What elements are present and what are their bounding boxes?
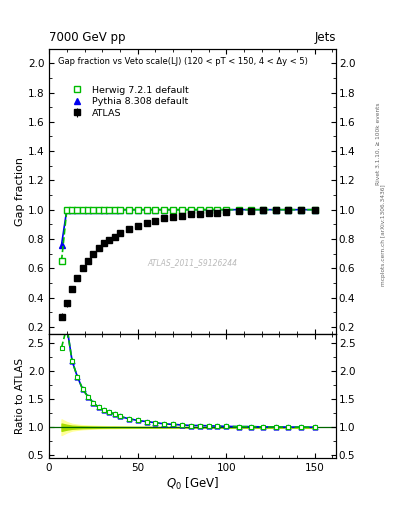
Pythia 8.308 default <box>171 207 175 213</box>
Pythia 8.308 default <box>224 207 229 213</box>
Text: Rivet 3.1.10, ≥ 100k events: Rivet 3.1.10, ≥ 100k events <box>376 102 380 185</box>
Line: Pythia 8.308 default: Pythia 8.308 default <box>59 207 318 248</box>
Pythia 8.308 default <box>274 207 278 213</box>
Text: ATLAS_2011_S9126244: ATLAS_2011_S9126244 <box>147 258 238 267</box>
Pythia 8.308 default <box>249 207 253 213</box>
Herwig 7.2.1 default <box>206 207 211 213</box>
Herwig 7.2.1 default <box>144 207 149 213</box>
Pythia 8.308 default <box>236 207 241 213</box>
Herwig 7.2.1 default <box>180 207 184 213</box>
Pythia 8.308 default <box>102 207 107 213</box>
Text: mcplots.cern.ch [arXiv:1306.3436]: mcplots.cern.ch [arXiv:1306.3436] <box>381 185 386 286</box>
Pythia 8.308 default <box>197 207 202 213</box>
Herwig 7.2.1 default <box>153 207 158 213</box>
Pythia 8.308 default <box>215 207 220 213</box>
Pythia 8.308 default <box>75 207 80 213</box>
Herwig 7.2.1 default <box>75 207 80 213</box>
Pythia 8.308 default <box>188 207 193 213</box>
Pythia 8.308 default <box>118 207 122 213</box>
Herwig 7.2.1 default <box>102 207 107 213</box>
Pythia 8.308 default <box>135 207 140 213</box>
Pythia 8.308 default <box>180 207 184 213</box>
Herwig 7.2.1 default <box>127 207 131 213</box>
Herwig 7.2.1 default <box>135 207 140 213</box>
Herwig 7.2.1 default <box>162 207 167 213</box>
Y-axis label: Ratio to ATLAS: Ratio to ATLAS <box>15 358 25 434</box>
Herwig 7.2.1 default <box>224 207 229 213</box>
Herwig 7.2.1 default <box>171 207 175 213</box>
Herwig 7.2.1 default <box>70 207 75 213</box>
Pythia 8.308 default <box>312 207 317 213</box>
Pythia 8.308 default <box>112 207 117 213</box>
Herwig 7.2.1 default <box>261 207 266 213</box>
Pythia 8.308 default <box>86 207 90 213</box>
Herwig 7.2.1 default <box>81 207 85 213</box>
Herwig 7.2.1 default <box>107 207 112 213</box>
Herwig 7.2.1 default <box>86 207 90 213</box>
Pythia 8.308 default <box>144 207 149 213</box>
Herwig 7.2.1 default <box>91 207 96 213</box>
Herwig 7.2.1 default <box>312 207 317 213</box>
Pythia 8.308 default <box>91 207 96 213</box>
Pythia 8.308 default <box>107 207 112 213</box>
Pythia 8.308 default <box>162 207 167 213</box>
Y-axis label: Gap fraction: Gap fraction <box>15 157 25 226</box>
Herwig 7.2.1 default <box>96 207 101 213</box>
Herwig 7.2.1 default <box>249 207 253 213</box>
Line: Herwig 7.2.1 default: Herwig 7.2.1 default <box>59 207 318 264</box>
Herwig 7.2.1 default <box>298 207 303 213</box>
Herwig 7.2.1 default <box>112 207 117 213</box>
Pythia 8.308 default <box>153 207 158 213</box>
Herwig 7.2.1 default <box>188 207 193 213</box>
Pythia 8.308 default <box>206 207 211 213</box>
Herwig 7.2.1 default <box>197 207 202 213</box>
Herwig 7.2.1 default <box>236 207 241 213</box>
Pythia 8.308 default <box>64 207 69 213</box>
Herwig 7.2.1 default <box>64 207 69 213</box>
Pythia 8.308 default <box>127 207 131 213</box>
X-axis label: $Q_0$ [GeV]: $Q_0$ [GeV] <box>166 476 219 492</box>
Text: Gap fraction vs Veto scale(LJ) (120 < pT < 150, 4 < Δy < 5): Gap fraction vs Veto scale(LJ) (120 < pT… <box>58 57 308 66</box>
Text: Jets: Jets <box>314 31 336 44</box>
Pythia 8.308 default <box>286 207 290 213</box>
Pythia 8.308 default <box>70 207 75 213</box>
Herwig 7.2.1 default <box>118 207 122 213</box>
Pythia 8.308 default <box>298 207 303 213</box>
Text: 7000 GeV pp: 7000 GeV pp <box>49 31 126 44</box>
Herwig 7.2.1 default <box>59 258 64 264</box>
Herwig 7.2.1 default <box>286 207 290 213</box>
Legend: Herwig 7.2.1 default, Pythia 8.308 default, ATLAS: Herwig 7.2.1 default, Pythia 8.308 defau… <box>62 82 192 122</box>
Herwig 7.2.1 default <box>215 207 220 213</box>
Pythia 8.308 default <box>261 207 266 213</box>
Pythia 8.308 default <box>59 242 64 248</box>
Pythia 8.308 default <box>96 207 101 213</box>
Herwig 7.2.1 default <box>274 207 278 213</box>
Pythia 8.308 default <box>81 207 85 213</box>
